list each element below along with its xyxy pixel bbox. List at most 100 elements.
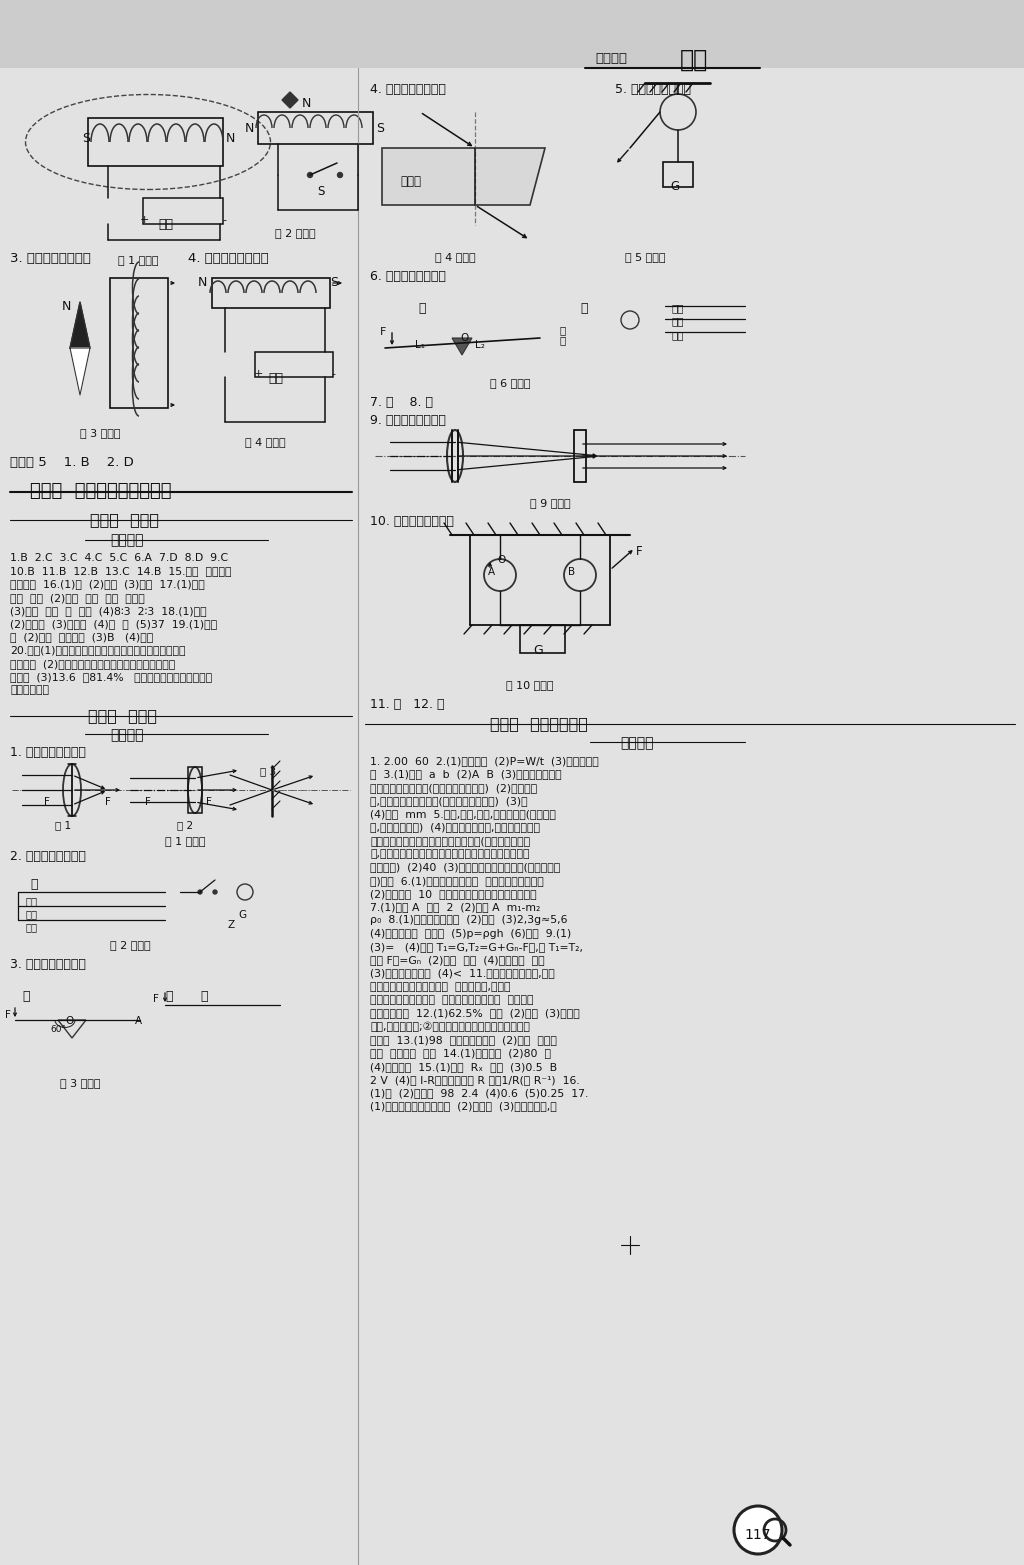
Text: 第 1 题答图: 第 1 题答图 <box>165 836 205 847</box>
Text: 零线: 零线 <box>672 316 684 326</box>
Text: 精题精练: 精题精练 <box>620 736 653 750</box>
Text: G: G <box>238 909 246 920</box>
Text: 第 2 题答图: 第 2 题答图 <box>110 941 151 950</box>
Circle shape <box>213 890 217 894</box>
Text: (3)凝固  凝华  放  变大  (4)8∶3  2∶3  18.(1)白天: (3)凝固 凝华 放 变大 (4)8∶3 2∶3 18.(1)白天 <box>10 606 207 615</box>
Polygon shape <box>70 347 90 394</box>
Text: 甲: 甲 <box>22 991 30 1003</box>
Text: 度相同。  (2)小车滑动的距离和木块被推动的距离来显: 度相同。 (2)小车滑动的距离和木块被推动的距离来显 <box>10 659 175 668</box>
Text: 第 5 题答图: 第 5 题答图 <box>625 252 666 261</box>
Text: 火线: 火线 <box>672 304 684 313</box>
Bar <box>212 279 330 308</box>
Text: +: + <box>140 214 150 225</box>
Text: 玻璃管中水柱的变化。  玻璃管内升起水柱。  力可以改: 玻璃管中水柱的变化。 玻璃管内升起水柱。 力可以改 <box>370 995 534 1005</box>
Text: G: G <box>670 180 679 192</box>
Text: +: + <box>254 369 263 379</box>
Text: F: F <box>5 1009 11 1020</box>
Text: 117: 117 <box>744 1527 770 1542</box>
Text: 第 1 题答图: 第 1 题答图 <box>118 255 159 264</box>
Text: 2 V  (4)将 I-R图像的横坐标 R 变为1/R(或 R⁻¹)  16.: 2 V (4)将 I-R图像的横坐标 R 变为1/R(或 R⁻¹) 16. <box>370 1075 580 1085</box>
Text: 3. 解：如答图所示。: 3. 解：如答图所示。 <box>10 252 91 264</box>
Text: 命题点 5    1. B    2. D: 命题点 5 1. B 2. D <box>10 455 134 470</box>
Bar <box>663 163 693 186</box>
Text: N: N <box>302 97 311 110</box>
Text: 图 1: 图 1 <box>55 820 71 829</box>
Text: N: N <box>226 131 236 146</box>
Text: 专题一  综合题: 专题一 综合题 <box>90 512 159 527</box>
Polygon shape <box>452 338 472 355</box>
Text: 1. 2.00  60  2.(1)作用效果  (2)P=W/t  (3)匀速直线运: 1. 2.00 60 2.(1)作用效果 (2)P=W/t (3)匀速直线运 <box>370 756 599 765</box>
Text: N: N <box>198 275 208 290</box>
Text: (3)距落地点的高度  (4)<  11.厚玻璃瓶内盛满水,瓶口: (3)距落地点的高度 (4)< 11.厚玻璃瓶内盛满水,瓶口 <box>370 969 555 978</box>
Text: L₂: L₂ <box>475 340 485 351</box>
Text: 第 3 题答图: 第 3 题答图 <box>80 427 120 438</box>
Circle shape <box>734 1506 782 1554</box>
Text: 玻璃砖: 玻璃砖 <box>400 175 421 188</box>
Text: 压  (2)倒立  直线传播  (3)B   (4)可能: 压 (2)倒立 直线传播 (3)B (4)可能 <box>10 632 154 642</box>
Polygon shape <box>282 92 298 108</box>
Text: 电源: 电源 <box>268 372 283 385</box>
Text: O: O <box>460 333 468 343</box>
Text: ρ₀  8.(1)海绵被压下深度  (2)高度  (3)2,3g≈5,6: ρ₀ 8.(1)海绵被压下深度 (2)高度 (3)2,3g≈5,6 <box>370 916 567 925</box>
Text: N: N <box>245 122 254 135</box>
Text: 第 2 题答图: 第 2 题答图 <box>274 228 315 238</box>
Text: N: N <box>62 300 72 313</box>
Text: S: S <box>82 131 90 146</box>
Text: 9. 解：如答图所示。: 9. 解：如答图所示。 <box>370 415 445 427</box>
Text: 第 6 题答图: 第 6 题答图 <box>489 379 530 388</box>
Text: 7.(1)标记 A  偏大  2  (2)标记 A  m₁-m₂: 7.(1)标记 A 偏大 2 (2)标记 A m₁-m₂ <box>370 901 541 912</box>
Bar <box>0 0 1024 67</box>
Text: (1)略  (2)最大值  98  2.4  (4)0.6  (5)0.25  17.: (1)略 (2)最大值 98 2.4 (4)0.6 (5)0.25 17. <box>370 1088 589 1099</box>
Text: O: O <box>497 556 505 565</box>
Text: 第二篇  专题突破与题型探究: 第二篇 专题突破与题型探究 <box>30 482 171 499</box>
Text: 火线: 火线 <box>25 897 37 906</box>
Text: (2)解图略。  10  下垂量与重物对树袋的拉力成正比: (2)解图略。 10 下垂量与重物对树袋的拉力成正比 <box>370 889 537 898</box>
Text: 丙: 丙 <box>200 991 208 1003</box>
Text: F: F <box>206 797 212 808</box>
Text: 从高空落下时的收尾速度与质量成正比(或在该实验环境: 从高空落下时的收尾速度与质量成正比(或在该实验环境 <box>370 836 530 845</box>
Text: (2)可再生  (3)导热性  (4)放  重  (5)37  19.(1)大气: (2)可再生 (3)导热性 (4)放 重 (5)37 19.(1)大气 <box>10 620 217 629</box>
Text: 械效率越高。: 械效率越高。 <box>10 685 49 695</box>
Text: 地线: 地线 <box>25 922 37 933</box>
Text: 2. 解：如答图所示。: 2. 解：如答图所示。 <box>10 850 86 862</box>
Text: F: F <box>105 797 111 808</box>
Bar <box>520 624 565 653</box>
Text: (4)控制变量法  转换法  (5)p=ρgh  (6)不能  9.(1): (4)控制变量法 转换法 (5)p=ρgh (6)不能 9.(1) <box>370 928 571 939</box>
Text: 10. 解：如答图所示。: 10. 解：如答图所示。 <box>370 515 454 527</box>
Bar <box>255 352 333 377</box>
Text: 3. 解：如答图所示。: 3. 解：如答图所示。 <box>10 958 86 970</box>
Text: S: S <box>317 185 325 199</box>
Text: (3)=   (4)因为 T₁=G,T₂=G+Gₙ-F浮,且 T₁=T₂,: (3)= (4)因为 T₁=G,T₂=G+Gₙ-F浮,且 T₁=T₂, <box>370 942 583 952</box>
Text: Z: Z <box>228 920 236 930</box>
Text: 60°: 60° <box>50 1025 66 1034</box>
Text: (4)虚像  mm  5.质量,重力,形状,空气阻力等(答案不唯: (4)虚像 mm 5.质量,重力,形状,空气阻力等(答案不唯 <box>370 809 556 818</box>
Circle shape <box>198 890 202 894</box>
Text: F: F <box>380 327 386 336</box>
Bar <box>88 117 223 166</box>
Text: 开: 开 <box>560 326 566 335</box>
Text: 图 2: 图 2 <box>177 820 194 829</box>
Text: 量有关  13.(1)98  加热时间的长短  (2)不能  同一平: 量有关 13.(1)98 加热时间的长短 (2)不能 同一平 <box>370 1034 557 1045</box>
Text: B: B <box>568 567 575 577</box>
Text: (4)加热时间  15.(1)电阻  Rₓ  开路  (3)0.5  B: (4)加热时间 15.(1)电阻 Rₓ 开路 (3)0.5 B <box>370 1061 557 1072</box>
Text: 精题精练: 精题精练 <box>110 534 143 548</box>
Text: F: F <box>44 797 50 808</box>
Text: -: - <box>222 214 226 225</box>
Circle shape <box>307 172 312 177</box>
Text: 电源: 电源 <box>158 218 173 232</box>
Text: -: - <box>331 369 335 379</box>
Text: 大气压强  16.(1)照  (2)接近  (3)内能  17.(1)振动: 大气压强 16.(1)照 (2)接近 (3)内能 17.(1)振动 <box>10 579 205 590</box>
Text: 不可能总是大于物距(其他合理说法也可)  (2)玻璃板越: 不可能总是大于物距(其他合理说法也可) (2)玻璃板越 <box>370 782 538 792</box>
Polygon shape <box>382 149 545 205</box>
Text: 塞有细玻璃管的橡胶塞紧。  用手挤压瓶,观察细: 塞有细玻璃管的橡胶塞紧。 用手挤压瓶,观察细 <box>370 981 511 992</box>
Text: G: G <box>534 645 543 657</box>
Text: 图 3: 图 3 <box>260 765 276 776</box>
Text: 甲: 甲 <box>418 302 426 315</box>
Text: 空气  响度  (2)等于  大于  大于  不平衡: 空气 响度 (2)等于 大于 大于 不平衡 <box>10 593 144 603</box>
Text: A: A <box>135 1016 142 1027</box>
Text: 乙: 乙 <box>165 991 172 1003</box>
Text: 关: 关 <box>560 335 566 344</box>
Text: 大而增大)  (2)40  (3)打开降落伞后横截面积(或半径、体: 大而增大) (2)40 (3)打开降落伞后横截面积(或半径、体 <box>370 862 560 872</box>
Text: S: S <box>376 122 384 135</box>
Text: O: O <box>65 1016 74 1027</box>
